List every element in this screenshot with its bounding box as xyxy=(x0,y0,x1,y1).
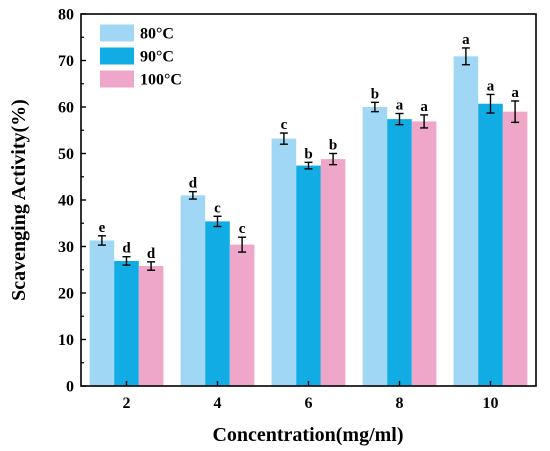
bar xyxy=(387,119,412,386)
significance-letter: b xyxy=(371,86,379,102)
bar xyxy=(411,121,437,386)
y-tick-label: 40 xyxy=(58,193,74,210)
bar xyxy=(138,266,164,386)
bar xyxy=(320,159,346,386)
significance-letter: a xyxy=(487,78,495,94)
legend: 80°C 90°C 100°C xyxy=(100,24,182,89)
y-tick-label: 60 xyxy=(58,100,74,117)
significance-letter: a xyxy=(420,99,428,115)
significance-letter: b xyxy=(329,138,337,154)
bar xyxy=(271,138,297,386)
bar xyxy=(478,103,503,387)
significance-letter: c xyxy=(214,200,221,216)
x-axis-label: Concentration(mg/ml) xyxy=(212,424,403,446)
legend-label: 100°C xyxy=(140,72,182,89)
significance-letter: d xyxy=(189,176,198,192)
x-tick-label: 6 xyxy=(305,395,313,412)
significance-letter: d xyxy=(122,241,131,257)
error-bars-layer xyxy=(97,47,520,271)
significance-letter: c xyxy=(281,117,288,133)
y-axis-label: Scavenging Activity(%) xyxy=(8,99,30,301)
y-tick-label: 10 xyxy=(58,332,74,349)
significance-letter: e xyxy=(99,220,106,236)
bar xyxy=(180,195,206,386)
legend-label: 80°C xyxy=(140,26,174,43)
bars-layer xyxy=(89,56,528,387)
bar xyxy=(205,221,230,386)
bar xyxy=(114,260,139,386)
x-tick-label: 10 xyxy=(483,395,499,412)
significance-letter: d xyxy=(147,246,156,262)
y-tick-label: 30 xyxy=(58,239,74,256)
legend-label: 90°C xyxy=(140,49,174,66)
significance-letter: c xyxy=(239,221,246,237)
bar xyxy=(229,244,255,386)
bar xyxy=(89,240,115,386)
y-tick-label: 0 xyxy=(66,379,74,396)
x-tick-label: 8 xyxy=(396,395,404,412)
y-tick-label: 20 xyxy=(58,286,74,303)
significance-letter: a xyxy=(511,85,519,101)
x-tick-label: 4 xyxy=(214,395,222,412)
x-tick-label: 2 xyxy=(123,395,131,412)
y-axis: 0 10 20 30 40 50 60 70 80 xyxy=(58,7,86,396)
bar xyxy=(453,56,479,386)
y-tick-label: 80 xyxy=(58,7,74,24)
significance-letter: a xyxy=(462,32,470,48)
legend-swatch xyxy=(100,47,134,65)
x-axis: 2 4 6 8 10 xyxy=(123,381,499,412)
bar xyxy=(502,111,528,387)
bar xyxy=(296,165,321,386)
legend-swatch xyxy=(100,70,134,88)
y-tick-label: 70 xyxy=(58,53,74,70)
significance-letter: a xyxy=(396,98,404,114)
legend-swatch xyxy=(100,24,134,42)
y-tick-label: 50 xyxy=(58,146,74,163)
significance-letter: b xyxy=(304,146,312,162)
bar xyxy=(362,107,388,386)
